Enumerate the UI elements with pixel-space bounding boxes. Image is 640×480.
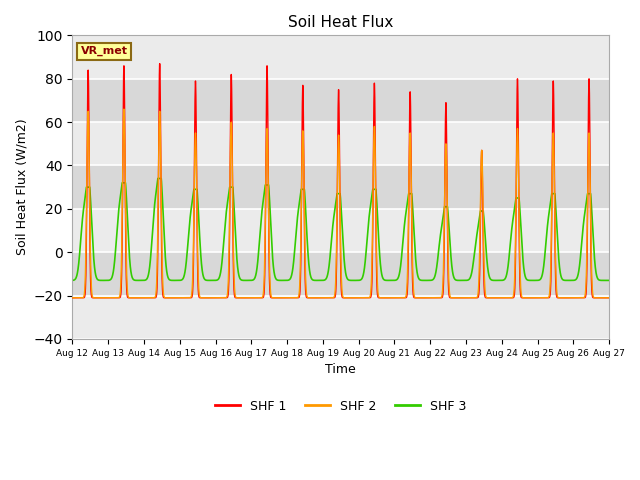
Line: SHF 2: SHF 2 bbox=[72, 109, 609, 298]
SHF 2 bbox=[492, 295, 499, 300]
SHF 3 bbox=[605, 277, 612, 283]
SHF 3 bbox=[68, 277, 76, 283]
SHF 1 bbox=[321, 295, 328, 300]
SHF 2 bbox=[461, 295, 468, 300]
SHF 3 bbox=[431, 273, 439, 278]
Bar bbox=[72, 36, 609, 79]
Title: Soil Heat Flux: Soil Heat Flux bbox=[288, 15, 394, 30]
SHF 1 bbox=[68, 295, 76, 300]
SHF 2 bbox=[120, 106, 128, 112]
Text: VR_met: VR_met bbox=[81, 46, 127, 56]
SHF 1 bbox=[156, 61, 164, 67]
Bar bbox=[72, 166, 609, 209]
SHF 3 bbox=[492, 277, 499, 283]
SHF 2 bbox=[68, 295, 76, 300]
SHF 2 bbox=[604, 295, 612, 300]
Line: SHF 3: SHF 3 bbox=[72, 179, 609, 280]
SHF 3 bbox=[605, 277, 612, 283]
Bar bbox=[72, 296, 609, 339]
Line: SHF 1: SHF 1 bbox=[72, 64, 609, 298]
Y-axis label: Soil Heat Flux (W/m2): Soil Heat Flux (W/m2) bbox=[15, 119, 28, 255]
SHF 1 bbox=[165, 295, 173, 300]
SHF 1 bbox=[431, 295, 439, 300]
X-axis label: Time: Time bbox=[325, 363, 356, 376]
SHF 2 bbox=[431, 295, 439, 300]
Bar bbox=[72, 252, 609, 296]
Legend: SHF 1, SHF 2, SHF 3: SHF 1, SHF 2, SHF 3 bbox=[210, 395, 472, 418]
SHF 3 bbox=[321, 277, 328, 283]
SHF 3 bbox=[461, 277, 468, 283]
SHF 1 bbox=[492, 295, 499, 300]
Bar bbox=[72, 79, 609, 122]
SHF 3 bbox=[165, 276, 173, 282]
SHF 3 bbox=[154, 176, 162, 181]
Bar bbox=[72, 122, 609, 166]
SHF 1 bbox=[605, 295, 612, 300]
SHF 3 bbox=[498, 277, 506, 283]
SHF 2 bbox=[321, 295, 328, 300]
SHF 1 bbox=[461, 295, 468, 300]
Bar bbox=[72, 209, 609, 252]
SHF 1 bbox=[604, 295, 612, 300]
SHF 2 bbox=[165, 295, 173, 300]
SHF 2 bbox=[605, 295, 612, 300]
